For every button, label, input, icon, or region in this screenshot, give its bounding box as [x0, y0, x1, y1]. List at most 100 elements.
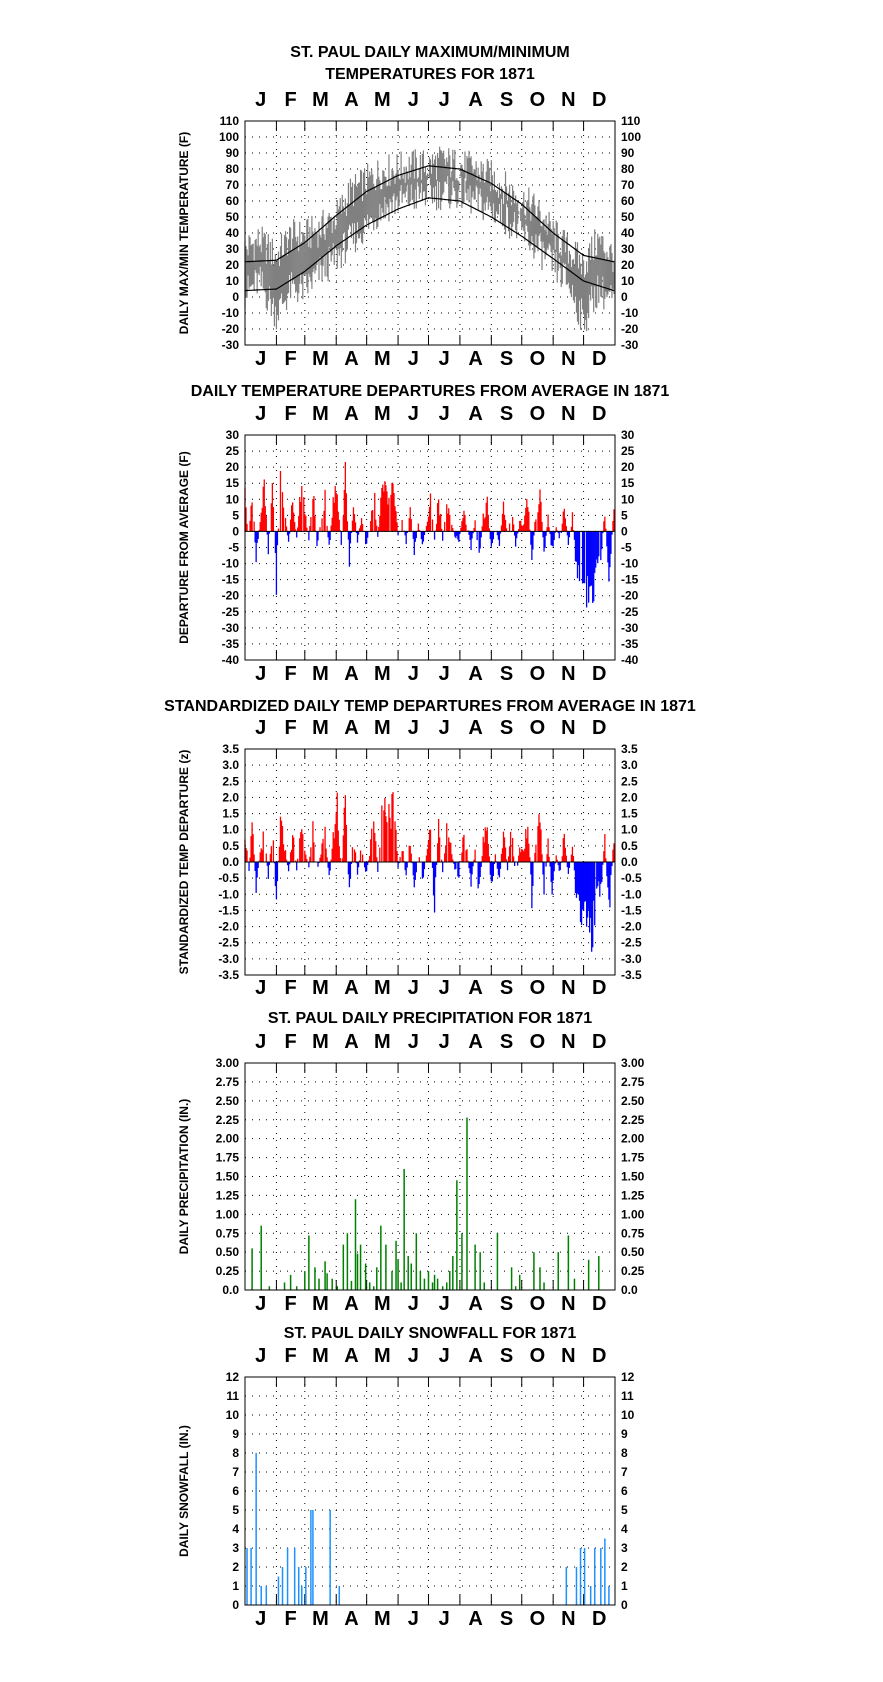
precip-month-label-bottom: O [530, 1293, 546, 1315]
depart-title-line: DAILY TEMPERATURE DEPARTURES FROM AVERAG… [191, 383, 670, 400]
temp-ytick-label-right: 110 [621, 114, 641, 128]
std-ytick-label-right: 1.0 [621, 823, 638, 837]
precip-month-label-bottom: D [592, 1293, 606, 1315]
std-month-label-bottom: S [500, 977, 513, 999]
snow-month-label-bottom: J [255, 1608, 266, 1630]
std-ytick-label-right: 1.5 [621, 807, 638, 821]
snow-ytick-label-left: 7 [232, 1465, 239, 1479]
std-month-label-bottom: M [374, 977, 391, 999]
temp-title-line: TEMPERATURES FOR 1871 [325, 66, 535, 83]
precip-month-label-bottom: J [439, 1293, 450, 1315]
precip-month-label-top: S [500, 1031, 513, 1053]
depart-month-label-top: M [312, 403, 329, 425]
temp-month-label-bottom: J [255, 348, 266, 370]
std-month-label-top: A [344, 717, 358, 739]
precip-ytick-label-left: 0.0 [222, 1283, 239, 1297]
precip-ytick-label-right: 0.75 [621, 1226, 645, 1240]
temp-month-label-bottom: A [468, 348, 482, 370]
temp-ytick-label-left: 100 [219, 130, 239, 144]
precip-ytick-label-right: 1.50 [621, 1170, 645, 1184]
temp-ytick-label-left: 0 [232, 290, 239, 304]
temp-month-label-top: J [439, 89, 450, 111]
std-month-label-bottom: O [530, 977, 546, 999]
snow-month-label-top: J [255, 1345, 266, 1367]
depart-ytick-label-left: 20 [226, 460, 240, 474]
snow-ytick-label-right: 6 [621, 1484, 628, 1498]
std-month-label-top: M [374, 717, 391, 739]
std-ytick-label-right: 2.5 [621, 774, 638, 788]
std-ytick-label-left: -1.0 [218, 887, 239, 901]
temp-month-label-top: F [285, 89, 297, 111]
snow-month-label-bottom: J [408, 1608, 419, 1630]
std-ytick-label-left: 3.0 [222, 758, 239, 772]
std-month-label-top: O [530, 717, 546, 739]
snow-ytick-label-right: 1 [621, 1579, 628, 1593]
depart-ytick-label-left: 5 [232, 508, 239, 522]
temp-ytick-label-left: 50 [226, 210, 240, 224]
temp-ytick-label-right: 100 [621, 130, 641, 144]
temp-ytick-label-left: 90 [226, 146, 240, 160]
snow-month-label-top: J [439, 1345, 450, 1367]
snow-month-label-top: J [408, 1345, 419, 1367]
depart-ytick-label-left: -10 [222, 557, 240, 571]
temp-ytick-label-right: 20 [621, 258, 635, 272]
temp-month-label-top: M [312, 89, 329, 111]
snow-month-label-top: D [592, 1345, 606, 1367]
std-ytick-label-left: -2.0 [218, 920, 239, 934]
depart-ytick-label-right: -30 [621, 621, 639, 635]
temp-normal-max-line [244, 165, 615, 263]
depart-month-label-top: A [344, 403, 358, 425]
precip-title-line: ST. PAUL DAILY PRECIPITATION FOR 1871 [268, 1010, 592, 1027]
snow-month-label-top: F [285, 1345, 297, 1367]
std-ytick-label-left: 2.0 [222, 790, 239, 804]
precip-ytick-label-left: 1.50 [216, 1170, 240, 1184]
snow-ytick-label-left: 9 [232, 1427, 239, 1441]
precip-ytick-label-left: 2.00 [216, 1132, 240, 1146]
std-ytick-label-left: 2.5 [222, 774, 239, 788]
snow-ytick-label-left: 0 [232, 1598, 239, 1612]
snow-month-label-top: M [374, 1345, 391, 1367]
std-month-label-top: D [592, 717, 606, 739]
std-ytick-label-right: -3.0 [621, 952, 642, 966]
precip-month-label-bottom: N [561, 1293, 575, 1315]
temp-ytick-label-left: -10 [222, 306, 240, 320]
precip-month-label-top: J [408, 1031, 419, 1053]
snow-ytick-label-right: 10 [621, 1408, 635, 1422]
depart-month-label-bottom: S [500, 663, 513, 685]
temp-month-label-top: D [592, 89, 606, 111]
std-ytick-label-left: 3.5 [222, 742, 239, 756]
snow-month-label-bottom: A [344, 1608, 358, 1630]
precip-ytick-label-right: 1.75 [621, 1151, 645, 1165]
precip-ytick-label-left: 2.25 [216, 1113, 240, 1127]
depart-month-label-bottom: O [530, 663, 546, 685]
snow-ytick-label-right: 3 [621, 1541, 628, 1555]
depart-ytick-label-left: 30 [226, 428, 240, 442]
depart-month-label-top: D [592, 403, 606, 425]
depart-ytick-label-right: 25 [621, 444, 635, 458]
temp-ytick-label-left: 80 [226, 162, 240, 176]
temp-month-label-bottom: O [530, 348, 546, 370]
temp-ytick-label-left: 40 [226, 226, 240, 240]
precip-month-label-bottom: A [344, 1293, 358, 1315]
precip-ytick-label-right: 1.00 [621, 1207, 645, 1221]
depart-ytick-label-left: -35 [222, 637, 240, 651]
precip-plot-frame [244, 1062, 616, 1291]
precip-ytick-label-left: 1.75 [216, 1151, 240, 1165]
snow-ytick-label-left: 11 [226, 1389, 239, 1403]
precip-month-label-bottom: S [500, 1293, 513, 1315]
depart-month-label-bottom: A [344, 663, 358, 685]
depart-ytick-label-left: -40 [222, 653, 240, 667]
std-month-label-bottom: A [344, 977, 358, 999]
precip-month-label-top: A [468, 1031, 482, 1053]
std-ytick-label-left: 0.0 [222, 855, 239, 869]
depart-ytick-label-left: -30 [222, 621, 240, 635]
std-ytick-label-left: -3.5 [218, 968, 239, 982]
depart-month-label-top: M [374, 403, 391, 425]
depart-ytick-label-right: -40 [621, 653, 639, 667]
precip-y-axis-label: DAILY PRECIPITATION (IN.) [177, 1099, 191, 1255]
precip-month-label-top: O [530, 1031, 546, 1053]
temp-month-label-bottom: S [500, 348, 513, 370]
std-ytick-label-left: -2.5 [218, 936, 239, 950]
temp-ytick-label-right: 30 [621, 242, 635, 256]
